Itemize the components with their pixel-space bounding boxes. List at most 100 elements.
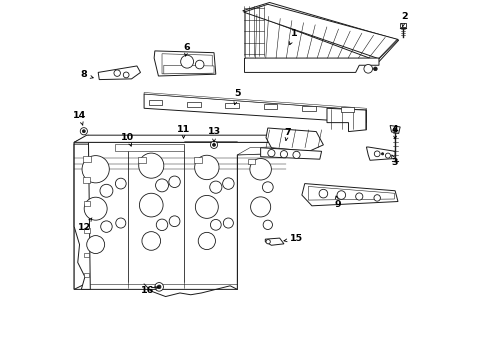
Circle shape xyxy=(139,193,163,217)
Text: 8: 8 xyxy=(81,71,93,80)
Circle shape xyxy=(267,149,274,157)
Bar xyxy=(83,228,89,233)
Text: 13: 13 xyxy=(207,127,220,142)
Bar xyxy=(84,273,89,277)
Text: 11: 11 xyxy=(177,125,190,138)
Text: 6: 6 xyxy=(183,43,190,56)
Circle shape xyxy=(373,67,376,71)
Polygon shape xyxy=(74,144,90,289)
Circle shape xyxy=(212,143,215,146)
Circle shape xyxy=(319,189,327,198)
Text: 7: 7 xyxy=(284,128,290,140)
Bar xyxy=(340,107,353,112)
Bar xyxy=(84,253,89,257)
Circle shape xyxy=(155,283,163,291)
Polygon shape xyxy=(265,238,284,245)
Circle shape xyxy=(195,60,203,69)
Circle shape xyxy=(169,216,180,226)
Circle shape xyxy=(373,195,380,201)
Bar xyxy=(148,100,162,105)
Circle shape xyxy=(168,176,180,188)
Circle shape xyxy=(292,151,300,158)
Circle shape xyxy=(223,218,233,228)
Bar xyxy=(83,177,90,183)
Text: 14: 14 xyxy=(73,111,86,125)
Circle shape xyxy=(157,285,161,289)
Polygon shape xyxy=(242,3,398,62)
Bar xyxy=(83,201,89,206)
Circle shape xyxy=(101,221,112,232)
Text: 1: 1 xyxy=(289,29,297,45)
Circle shape xyxy=(156,219,167,230)
Circle shape xyxy=(280,150,287,158)
Bar xyxy=(247,159,255,164)
Circle shape xyxy=(392,128,396,132)
Circle shape xyxy=(155,179,168,192)
Circle shape xyxy=(86,235,104,253)
Polygon shape xyxy=(237,146,298,155)
Bar xyxy=(194,157,202,163)
Circle shape xyxy=(363,64,372,73)
Text: 5: 5 xyxy=(233,89,240,105)
Circle shape xyxy=(249,158,271,180)
Polygon shape xyxy=(260,148,321,159)
Bar xyxy=(82,156,90,162)
Polygon shape xyxy=(308,186,394,200)
Circle shape xyxy=(142,231,160,250)
Text: 9: 9 xyxy=(334,196,340,209)
Polygon shape xyxy=(301,184,397,206)
Circle shape xyxy=(123,72,129,78)
Polygon shape xyxy=(74,142,285,289)
Polygon shape xyxy=(389,126,399,134)
Polygon shape xyxy=(326,108,366,132)
Circle shape xyxy=(139,153,163,178)
Circle shape xyxy=(250,197,270,217)
Bar xyxy=(187,102,201,107)
Text: 3: 3 xyxy=(391,155,398,167)
Polygon shape xyxy=(366,147,394,160)
Circle shape xyxy=(336,191,345,199)
Circle shape xyxy=(180,55,193,68)
Polygon shape xyxy=(115,144,183,151)
Circle shape xyxy=(195,195,218,219)
Circle shape xyxy=(265,239,270,244)
Circle shape xyxy=(198,232,215,249)
Polygon shape xyxy=(74,135,88,289)
Text: 15: 15 xyxy=(284,234,303,243)
Circle shape xyxy=(209,181,222,193)
Polygon shape xyxy=(144,94,366,123)
Circle shape xyxy=(222,178,234,189)
Bar xyxy=(399,23,406,27)
Circle shape xyxy=(80,128,87,135)
Circle shape xyxy=(210,141,217,148)
Circle shape xyxy=(114,70,120,76)
Text: 10: 10 xyxy=(121,133,134,146)
Circle shape xyxy=(373,151,379,157)
Circle shape xyxy=(263,220,272,229)
Circle shape xyxy=(82,130,85,133)
Text: 4: 4 xyxy=(391,125,398,139)
Polygon shape xyxy=(98,66,140,80)
Polygon shape xyxy=(244,4,397,59)
Circle shape xyxy=(381,153,383,155)
Circle shape xyxy=(116,218,125,228)
Bar xyxy=(264,104,277,109)
Text: 2: 2 xyxy=(400,12,407,27)
Polygon shape xyxy=(154,51,215,76)
Polygon shape xyxy=(163,65,214,74)
Circle shape xyxy=(210,220,221,230)
Circle shape xyxy=(100,184,113,197)
Polygon shape xyxy=(244,58,378,72)
Circle shape xyxy=(385,153,389,158)
Circle shape xyxy=(82,156,109,183)
Circle shape xyxy=(194,155,219,180)
Polygon shape xyxy=(265,128,323,151)
Bar xyxy=(225,103,239,108)
Polygon shape xyxy=(74,135,298,142)
Circle shape xyxy=(262,182,273,193)
Polygon shape xyxy=(162,54,212,74)
Circle shape xyxy=(115,178,126,189)
Text: 12: 12 xyxy=(78,218,92,232)
Bar xyxy=(302,105,315,111)
Circle shape xyxy=(84,197,107,220)
